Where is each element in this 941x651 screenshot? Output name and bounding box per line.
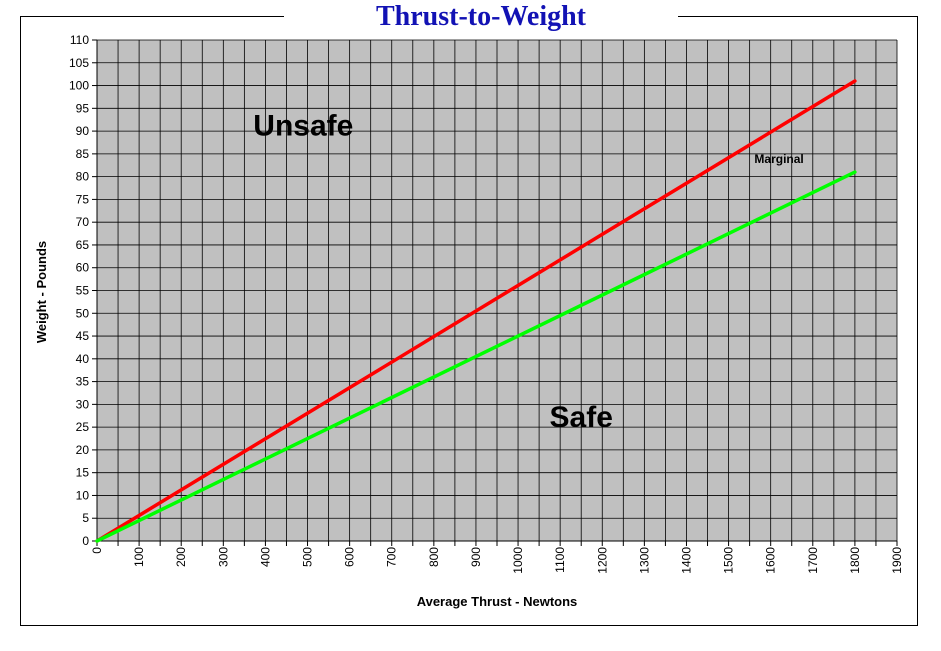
y-tick-label: 20	[76, 443, 90, 457]
y-tick-label: 0	[82, 534, 89, 548]
annotations: Unsafe Safe Marginal	[253, 110, 803, 434]
series-line-1	[95, 79, 857, 543]
y-tick-label: 70	[76, 215, 90, 229]
x-tick-label: 100	[132, 547, 146, 567]
x-tick-labels: 0 100 200 300 400 500 600 700 800 900 1000 1100 1200…	[90, 547, 904, 574]
y-tick-label: 80	[76, 170, 90, 184]
x-tick-label: 600	[343, 547, 357, 567]
y-tick-label: 95	[76, 101, 90, 115]
y-tick-label: 60	[76, 261, 90, 275]
y-tick-label: 30	[76, 397, 90, 411]
y-tick-label: 15	[76, 466, 90, 480]
x-tick-label: 1900	[890, 547, 904, 574]
y-tick-label: 110	[70, 33, 89, 47]
y-axis-label: Weight - Pounds	[34, 241, 49, 343]
x-tick-label: 1500	[722, 547, 736, 574]
y-tick-label: 35	[76, 375, 90, 389]
x-tick-label: 500	[301, 547, 315, 567]
series-lines	[95, 79, 857, 543]
y-tick-label: 25	[76, 420, 90, 434]
x-tick-label: 1100	[553, 547, 567, 573]
x-tick-label: 1400	[679, 547, 693, 574]
axes	[92, 39, 898, 546]
annotation-marginal: Marginal	[754, 152, 803, 166]
x-tick-label: 400	[258, 547, 272, 567]
y-tick-label: 75	[76, 192, 90, 206]
x-tick-label: 1800	[848, 547, 862, 574]
y-tick-label: 85	[76, 147, 90, 161]
x-tick-label: 300	[216, 547, 230, 567]
annotation-unsafe: Unsafe	[253, 110, 353, 143]
x-axis-label: Average Thrust - Newtons	[417, 594, 578, 609]
x-tick-label: 1300	[637, 547, 651, 574]
x-tick-label: 700	[385, 547, 399, 567]
x-tick-label: 1200	[595, 547, 609, 574]
series-line-2	[95, 170, 857, 543]
x-tick-label: 1700	[806, 547, 820, 574]
y-tick-label: 40	[76, 352, 90, 366]
y-tick-label: 90	[76, 124, 90, 138]
y-tick-label: 10	[76, 488, 90, 502]
x-tick-label: 1000	[511, 547, 525, 574]
y-tick-label: 105	[69, 56, 89, 70]
y-tick-label: 45	[76, 329, 90, 343]
y-tick-label: 50	[76, 306, 90, 320]
x-tick-label: 0	[90, 547, 104, 554]
annotation-safe: Safe	[550, 401, 613, 434]
chart-title: Thrust-to-Weight	[284, 0, 678, 34]
y-tick-label: 55	[76, 284, 90, 298]
y-tick-label: 100	[69, 79, 89, 93]
x-tick-label: 1600	[764, 547, 778, 574]
y-tick-label: 65	[76, 238, 90, 252]
x-tick-label: 200	[174, 547, 188, 567]
y-tick-labels: 0 5 10 15 20 25 30 35 40 45 50 55 60 65 70 75 80 85 90 95 10…	[69, 33, 89, 548]
y-tick-label: 5	[82, 511, 89, 525]
x-tick-label: 900	[469, 547, 483, 567]
x-tick-label: 800	[427, 547, 441, 567]
